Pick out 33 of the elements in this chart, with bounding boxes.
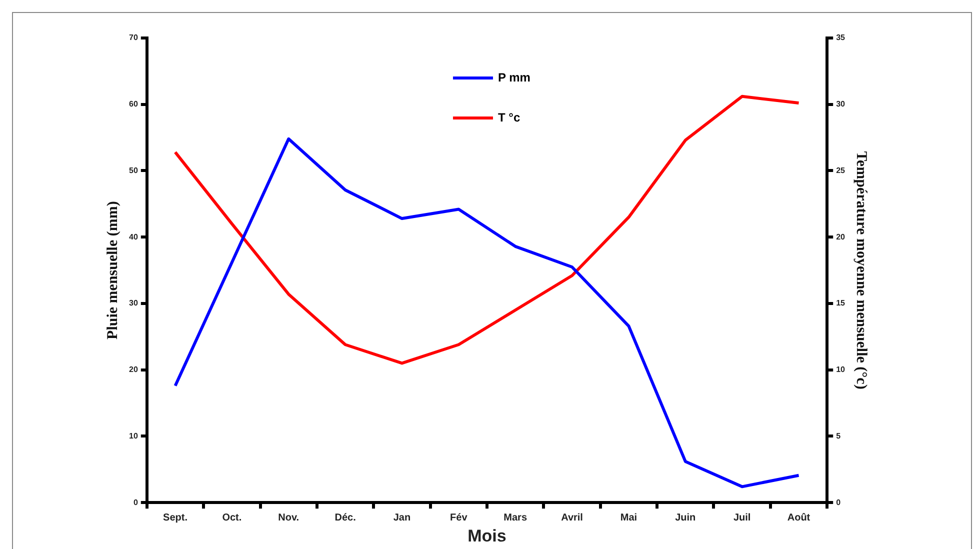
y2-tick-label: 35 [836,33,846,42]
y-tick-label: 50 [128,166,138,175]
x-tick-label: Jan [393,512,411,524]
y-tick-label: 60 [128,100,138,109]
legend-label: T °c [498,110,520,124]
x-tick-label: Juil [733,512,751,524]
y2-tick-label: 25 [836,166,846,175]
x-tick-label: Fév [450,512,468,524]
y2-tick-label: 10 [836,365,846,374]
y-tick-label: 30 [128,298,138,308]
legend-label: P mm [498,70,530,84]
x-tick-label: Nov. [278,512,300,524]
x-tick-label: Avril [561,512,584,524]
y2-axis-title: Température moyenne mensuelle (°c) [853,151,870,390]
y2-tick-label: 30 [836,100,846,109]
y2-tick-label: 0 [836,498,842,507]
x-tick-label: Mars [504,512,528,524]
x-axis-title: Mois [468,526,506,546]
y-axis-title: Pluie mensuelle (mm) [104,201,121,340]
x-tick-label: Oct. [222,512,242,524]
y2-tick-label: 20 [836,232,846,242]
x-tick-label: Sept. [163,512,188,524]
x-tick-label: Juin [675,512,696,524]
y2-tick-label: 5 [836,431,842,440]
y-tick-label: 20 [128,365,138,374]
y-tick-label: 10 [128,431,138,440]
x-tick-label: Mai [620,512,638,524]
y-tick-label: 70 [128,33,138,42]
y-tick-label: 40 [128,232,138,242]
x-tick-label: Déc. [334,512,356,524]
y-tick-label: 0 [133,498,138,507]
y2-tick-label: 15 [836,298,846,308]
x-tick-label: Août [787,512,811,524]
